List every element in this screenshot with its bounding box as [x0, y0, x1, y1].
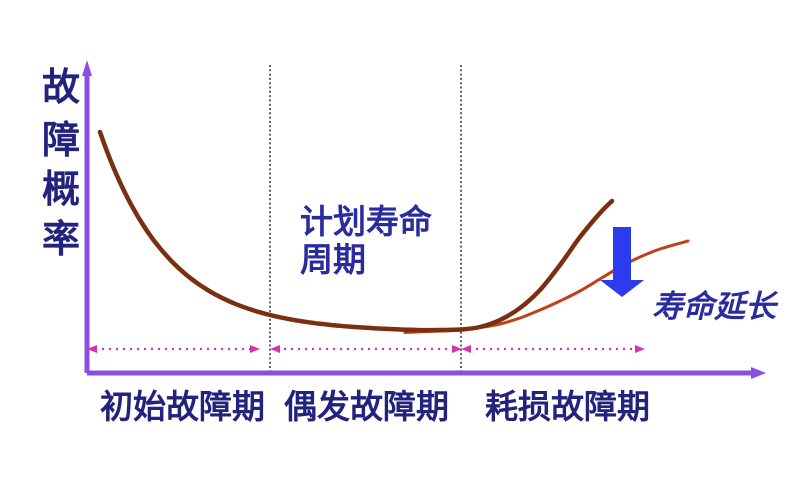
svg-text:故: 故	[42, 67, 80, 109]
svg-text:寿命延长: 寿命延长	[652, 289, 779, 324]
svg-text:偶发故障期: 偶发故障期	[284, 388, 449, 425]
svg-text:率: 率	[42, 219, 80, 261]
svg-text:初始故障期: 初始故障期	[100, 388, 265, 425]
svg-text:障: 障	[42, 120, 80, 162]
svg-text:概: 概	[42, 169, 80, 211]
svg-text:耗损故障期: 耗损故障期	[485, 388, 650, 425]
svg-text:计划寿命: 计划寿命	[300, 203, 433, 240]
svg-text:周期: 周期	[300, 241, 366, 278]
